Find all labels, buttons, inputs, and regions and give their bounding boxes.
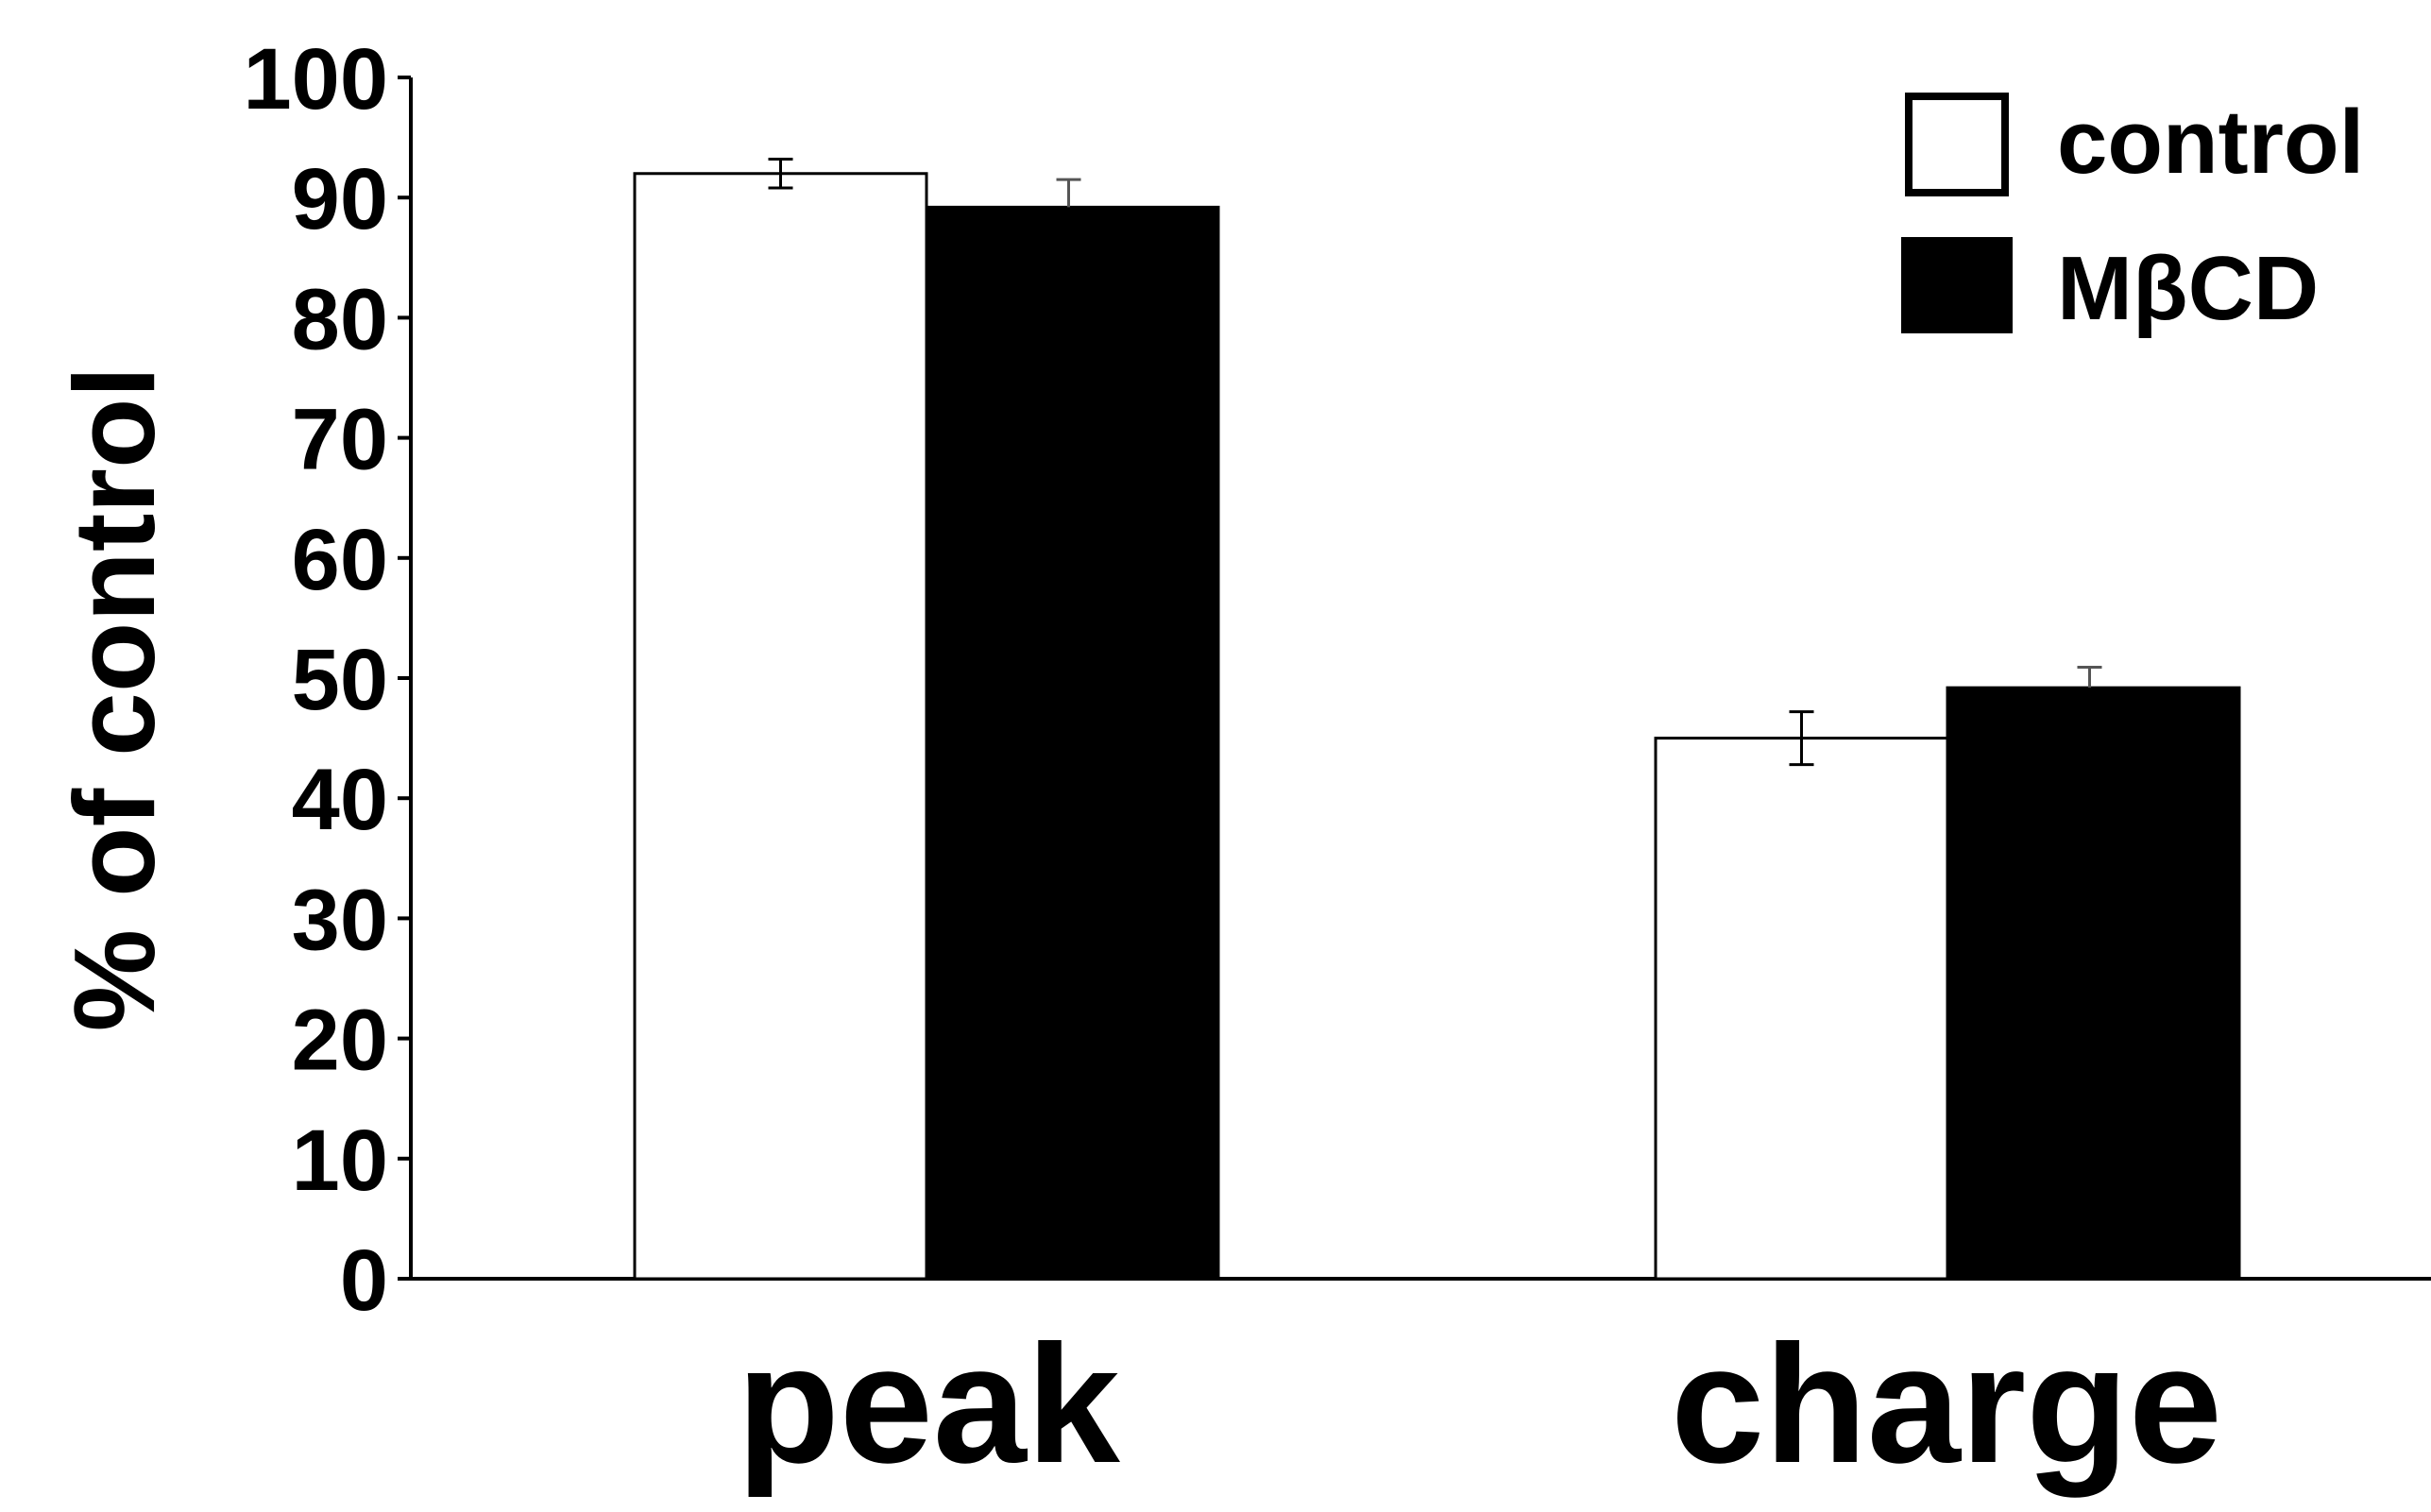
error-bar-mbcd-charge bbox=[2077, 666, 2102, 688]
bars bbox=[633, 172, 2241, 1281]
x-labels: peak charge bbox=[737, 1310, 2222, 1498]
y-tick-label: 20 bbox=[292, 993, 388, 1089]
y-tick-label: 40 bbox=[292, 752, 388, 848]
error-bar-control-peak bbox=[768, 157, 793, 190]
y-tick-label: 50 bbox=[292, 632, 388, 728]
error-bar-mbcd-peak bbox=[1056, 178, 1081, 208]
error-bar-control-charge bbox=[1789, 710, 1814, 767]
legend-label-mbcd: MβCD bbox=[2057, 238, 2319, 339]
y-ticks: 0 10 20 30 40 50 60 70 80 90 100 bbox=[244, 31, 411, 1329]
bar-control-charge bbox=[1654, 737, 1949, 1281]
y-tick-label: 80 bbox=[292, 271, 388, 367]
y-tick-label: 30 bbox=[292, 872, 388, 968]
legend-label-control: control bbox=[2057, 92, 2364, 193]
legend: control MβCD bbox=[1901, 92, 2364, 339]
bar-control-peak bbox=[633, 172, 928, 1281]
bar-mbcd-peak bbox=[925, 205, 1220, 1281]
error-bars bbox=[768, 157, 2102, 767]
y-tick-label: 70 bbox=[292, 392, 388, 488]
y-tick-label: 60 bbox=[292, 512, 388, 608]
y-tick-label: 100 bbox=[244, 31, 389, 127]
legend-swatch-control bbox=[1905, 93, 2009, 196]
x-category-label-peak: peak bbox=[737, 1310, 1121, 1498]
x-category-label-charge: charge bbox=[1671, 1310, 2222, 1498]
legend-swatch-mbcd bbox=[1901, 237, 2013, 333]
y-axis-title: % of control bbox=[50, 366, 178, 1032]
y-tick-label: 90 bbox=[292, 151, 388, 247]
y-tick-label: 10 bbox=[292, 1113, 388, 1209]
bar-mbcd-charge bbox=[1946, 686, 2241, 1281]
y-tick-label: 0 bbox=[340, 1232, 388, 1329]
